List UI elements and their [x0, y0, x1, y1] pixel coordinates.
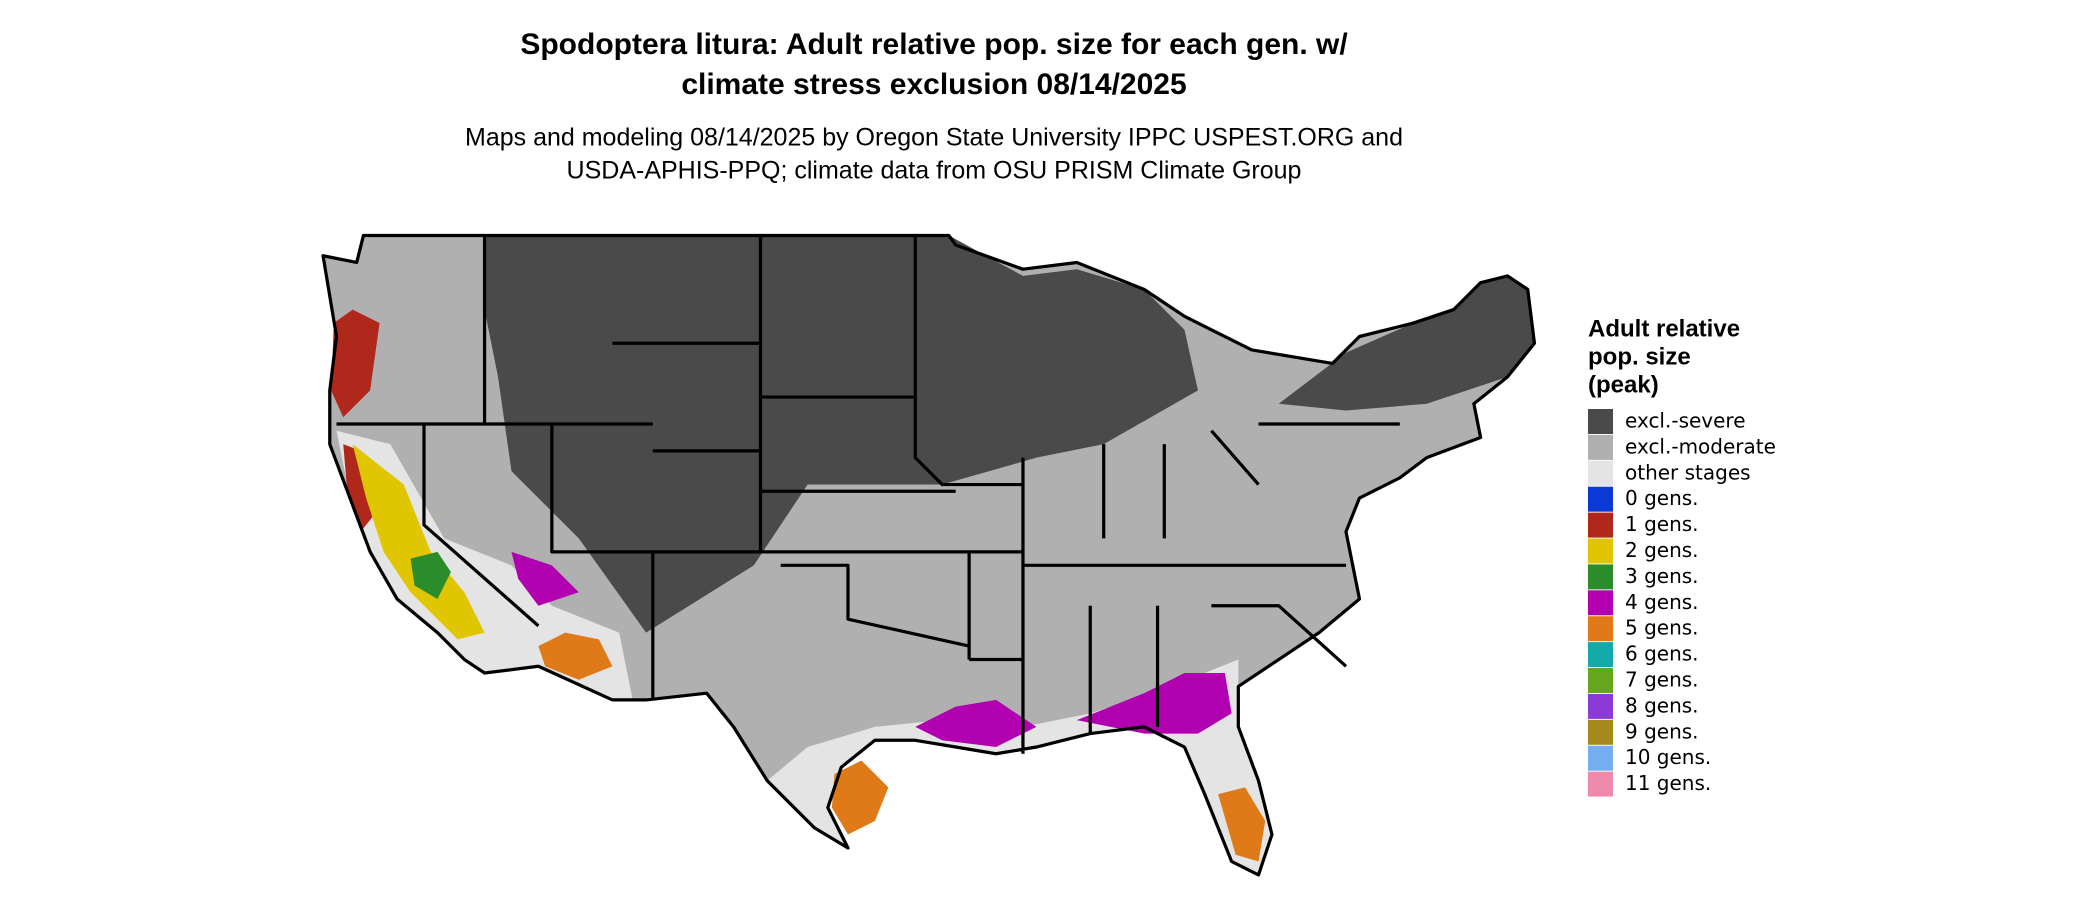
legend-swatch	[1588, 745, 1613, 771]
legend-label: 9 gens.	[1625, 719, 1699, 743]
legend-label: 11 gens.	[1625, 771, 1711, 795]
region	[915, 699, 1037, 748]
legend-label: 8 gens.	[1625, 693, 1699, 717]
region	[331, 309, 380, 418]
legend-swatch	[1588, 771, 1613, 797]
legend-swatch	[1588, 693, 1613, 719]
legend-swatch	[1588, 719, 1613, 745]
region	[484, 235, 1198, 633]
legend-swatch	[1588, 512, 1613, 538]
legend-title-line: (peak)	[1588, 371, 1659, 398]
legend-label: 1 gens.	[1625, 512, 1699, 536]
legend-label: excl.-severe	[1625, 409, 1746, 433]
title-line: climate stress exclusion 08/14/2025	[681, 68, 1186, 101]
region	[831, 760, 889, 835]
title-line: Spodoptera litura: Adult relative pop. s…	[520, 28, 1348, 61]
region	[1218, 787, 1266, 862]
legend-swatch	[1588, 616, 1613, 642]
legend: Adult relative pop. size (peak) excl.-se…	[1588, 315, 1776, 797]
legend-label: 4 gens.	[1625, 590, 1699, 614]
legend-label: 3 gens.	[1625, 564, 1699, 588]
legend-swatch	[1588, 642, 1613, 668]
legend-label: 7 gens.	[1625, 668, 1699, 692]
state-borders	[321, 233, 1537, 877]
region	[511, 551, 579, 606]
legend-title-line: pop. size	[1588, 343, 1691, 370]
region	[352, 444, 485, 640]
legend-label: 6 gens.	[1625, 642, 1699, 666]
legend-swatch	[1588, 486, 1613, 512]
legend-swatch	[1588, 409, 1613, 434]
subtitle-line: USDA-APHIS-PPQ; climate data from OSU PR…	[567, 157, 1302, 185]
legend-label: 5 gens.	[1625, 616, 1699, 640]
region	[538, 632, 613, 680]
legend-swatch	[1588, 668, 1613, 693]
subtitle-line: Maps and modeling 08/14/2025 by Oregon S…	[465, 124, 1403, 152]
legend-swatch	[1588, 434, 1613, 460]
legend-swatch	[1588, 460, 1613, 486]
legend-label: other stages	[1625, 460, 1751, 484]
legend-swatch	[1588, 564, 1613, 590]
legend-label: 2 gens.	[1625, 538, 1699, 562]
legend-swatch	[1588, 538, 1613, 564]
legend-label: 0 gens.	[1625, 486, 1699, 510]
region	[343, 444, 377, 532]
us-map	[321, 233, 1537, 877]
legend-label: excl.-moderate	[1625, 434, 1776, 458]
legend-label: 10 gens.	[1625, 745, 1711, 769]
region	[410, 551, 451, 599]
region	[1278, 275, 1535, 411]
legend-swatch	[1588, 590, 1613, 616]
legend-title-line: Adult relative	[1588, 315, 1740, 342]
region	[1076, 673, 1232, 734]
region	[336, 430, 633, 700]
